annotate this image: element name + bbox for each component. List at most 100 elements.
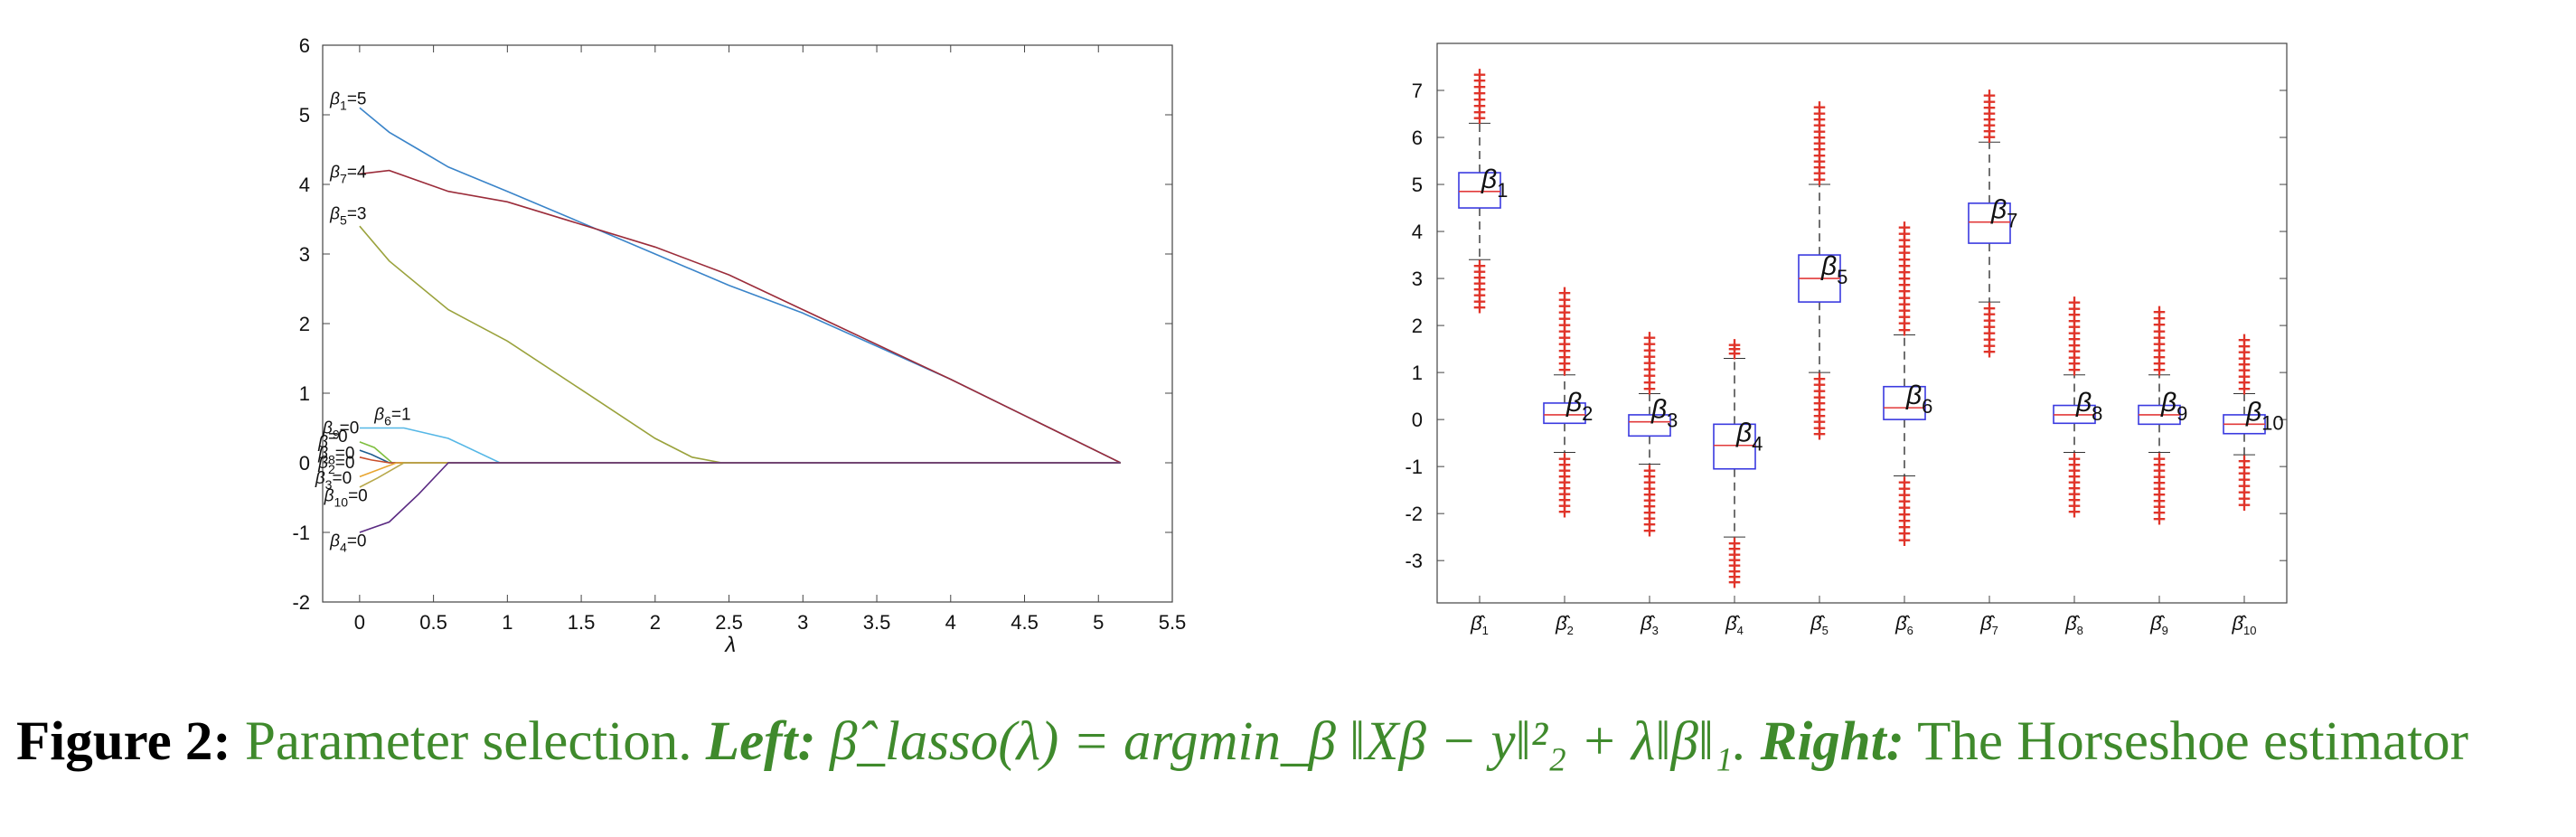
outlier-marker: + xyxy=(1897,312,1913,334)
outlier-marker: + xyxy=(1557,345,1573,367)
x-tick-label: β̂7 xyxy=(1979,612,1998,637)
outlier-marker: + xyxy=(1897,274,1913,296)
outlier-marker: + xyxy=(2152,307,2167,329)
beta-hat-symbol: β̂ xyxy=(1640,612,1656,635)
outlier-marker: + xyxy=(2152,466,2167,487)
outlier-marker: + xyxy=(2067,471,2082,493)
outlier-marker: + xyxy=(1897,496,1913,518)
outlier-marker: + xyxy=(1982,90,1998,112)
outlier-marker: + xyxy=(2067,322,2082,343)
outlier-marker: + xyxy=(1472,272,1488,294)
outlier-marker: + xyxy=(1642,483,1658,504)
outlier-marker: + xyxy=(2067,447,2082,469)
outlier-marker: + xyxy=(2237,475,2252,496)
x-tick-label: 3.5 xyxy=(863,611,891,634)
outlier-marker: + xyxy=(2237,377,2252,399)
outlier-marker: + xyxy=(1812,392,1828,414)
outlier-marker: + xyxy=(1982,102,1998,124)
y-tick-label: 1 xyxy=(1412,362,1423,384)
beta-subscript: 7 xyxy=(340,171,347,185)
outlier-marker: + xyxy=(1982,309,1998,331)
y-tick-label: 4 xyxy=(299,174,310,196)
outlier-marker: + xyxy=(1812,102,1828,124)
outlier-marker: + xyxy=(2237,456,2252,477)
outlier-marker: + xyxy=(1812,120,1828,142)
outlier-marker: + xyxy=(2152,507,2167,529)
outlier-marker: + xyxy=(2237,487,2252,509)
outlier-marker: + xyxy=(1642,465,1658,486)
outlier-marker: + xyxy=(1982,334,1998,356)
y-tick-label: -2 xyxy=(292,591,310,614)
x-tick-label: 4.5 xyxy=(1011,611,1039,634)
x-tick-label: 5 xyxy=(1093,611,1104,634)
outlier-marker: + xyxy=(1727,538,1743,560)
outlier-marker: + xyxy=(1812,144,1828,165)
outlier-marker: + xyxy=(1897,293,1913,315)
outlier-marker: + xyxy=(1472,76,1488,98)
outlier-marker: + xyxy=(1472,296,1488,317)
x-axis-label: λ xyxy=(723,633,736,657)
outlier-marker: + xyxy=(2067,459,2082,481)
outlier-marker: + xyxy=(1897,280,1913,302)
outlier-marker: + xyxy=(1557,489,1573,511)
outlier-marker: + xyxy=(2237,371,2252,393)
beta-value: =0 xyxy=(347,531,367,550)
y-tick-label: 1 xyxy=(299,382,310,405)
outlier-marker: + xyxy=(1642,339,1658,361)
beta-annotation: β=0 xyxy=(317,428,348,452)
y-tick-label: -1 xyxy=(292,522,310,544)
outlier-marker: + xyxy=(1812,367,1828,389)
box-iqr xyxy=(1883,385,1926,420)
outlier-marker: + xyxy=(1812,398,1828,419)
outlier-marker: + xyxy=(2152,495,2167,517)
outlier-marker: + xyxy=(1727,334,1743,355)
outlier-marker: + xyxy=(1812,423,1828,445)
beta-annotation: β5=3 xyxy=(329,205,366,228)
outlier-marker: + xyxy=(2152,300,2167,322)
beta-symbol: β xyxy=(2075,388,2092,418)
beta-subscript: 1 xyxy=(340,98,347,112)
beta-symbol: β xyxy=(322,419,333,438)
outlier-marker: + xyxy=(1727,571,1743,593)
x-tick-label: β̂5 xyxy=(1810,612,1829,637)
outlier-marker: + xyxy=(2152,502,2167,523)
beta-subscript: 5 xyxy=(1837,266,1847,288)
y-tick-label: 3 xyxy=(299,243,310,266)
box-iqr xyxy=(1628,414,1671,437)
outlier-marker: + xyxy=(2067,334,2082,355)
beta-subscript: 4 xyxy=(340,540,347,554)
beta-subscript: 6 xyxy=(384,413,391,428)
outlier-marker: + xyxy=(2237,494,2252,515)
outlier-marker: + xyxy=(1812,150,1828,172)
outlier-marker: + xyxy=(2152,314,2167,335)
outlier-marker: + xyxy=(1727,560,1743,581)
outlier-marker: + xyxy=(1897,529,1913,550)
beta-symbol: β xyxy=(373,405,384,424)
beta-hat-symbol: β̂ xyxy=(1810,612,1826,635)
outlier-marker: + xyxy=(1982,119,1998,141)
outlier-marker: + xyxy=(1557,282,1573,304)
right-plot-frame xyxy=(1436,42,2288,604)
x-tick-label: 1 xyxy=(502,611,512,634)
caption-lead: Figure 2: xyxy=(16,711,231,772)
outlier-marker: + xyxy=(2237,449,2252,471)
x-tick-label: β̂10 xyxy=(2231,612,2256,637)
beta-subscript: 9 xyxy=(333,428,340,442)
y-tick-label: 5 xyxy=(299,104,310,127)
outlier-marker: + xyxy=(1727,549,1743,570)
box-beta-label: β8 xyxy=(2075,388,2102,425)
outlier-marker: + xyxy=(1557,471,1573,493)
beta-value: =0 xyxy=(340,419,360,438)
beta-value: =4 xyxy=(347,163,367,182)
outlier-marker: + xyxy=(1812,156,1828,178)
outlier-marker: + xyxy=(2237,481,2252,503)
x-tick-label: 0 xyxy=(354,611,365,634)
box-iqr xyxy=(1713,423,1756,470)
beta-symbol: β xyxy=(1990,195,2007,225)
outlier-marker: + xyxy=(1557,459,1573,481)
beta-annotation: β8=0 xyxy=(317,444,354,466)
beta-value: =0 xyxy=(332,469,352,488)
outlier-marker: + xyxy=(1897,216,1913,238)
series-line-beta-2 xyxy=(359,456,1121,464)
caption-part2: The Horseshoe estimator xyxy=(1904,711,2468,772)
